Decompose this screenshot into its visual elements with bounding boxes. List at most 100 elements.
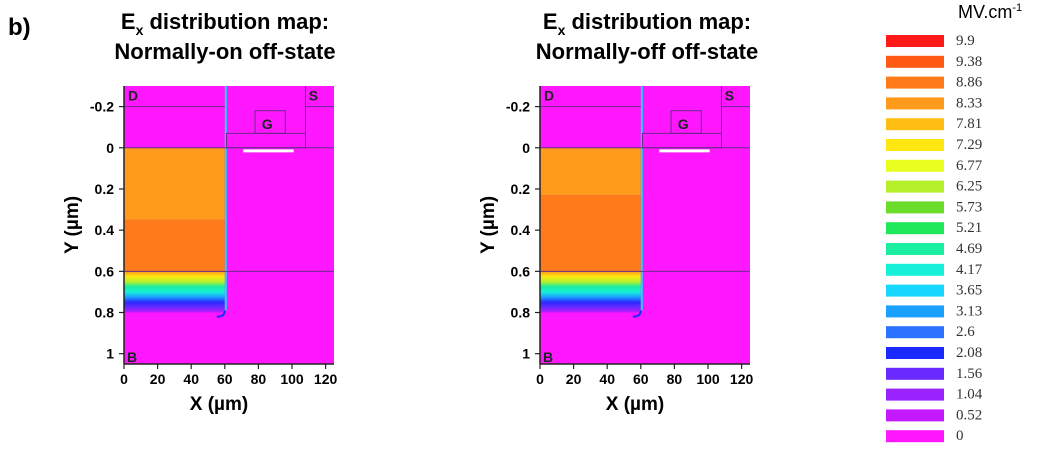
- title-left: Ex distribution map: Normally-on off-sta…: [60, 8, 390, 66]
- title-left-rest: distribution map:: [143, 9, 330, 34]
- x-tick-label: 0: [536, 371, 544, 387]
- colorbar-tick-label: 9.9: [956, 33, 975, 49]
- field-edge-curve: [632, 310, 642, 318]
- gate-box: [254, 110, 286, 134]
- y-axis-label: Y (µm): [478, 196, 499, 254]
- x-tick-label: 20: [566, 371, 582, 387]
- gate-box: [670, 110, 702, 134]
- x-tick-label: 80: [667, 371, 683, 387]
- colorbar-tick-label: 1.56: [956, 366, 983, 382]
- colorbar-unit-exp: -1: [1012, 2, 1023, 14]
- colorbar-tick-label: 3.65: [956, 283, 982, 299]
- colorbar-swatch: [886, 159, 944, 172]
- colorbar-tick-label: 5.73: [956, 199, 982, 215]
- colorbar-swatch: [886, 180, 944, 193]
- colorbar-tick-label: 1.04: [956, 387, 983, 403]
- x-tick-label: 40: [599, 371, 615, 387]
- field-band: [540, 147, 641, 196]
- x-tick-label: 20: [150, 371, 166, 387]
- colorbar-swatch: [886, 201, 944, 214]
- colorbar-swatch: [886, 284, 944, 297]
- colorbar-tick-label: 8.86: [956, 75, 983, 91]
- field-edge-line: [640, 86, 643, 311]
- colorbar-tick-label: 5.21: [956, 220, 982, 236]
- gate-label: G: [262, 116, 273, 132]
- title-right-line2: Normally-off off-state: [535, 39, 759, 64]
- y-tick-label: 0.2: [511, 181, 531, 197]
- field-map-right: D S G B -0.2 0 0.2 0.4 0.6 0.8 1 0 20 40 60 80 100 120 X (…: [476, 80, 766, 430]
- x-tick-label: 100: [280, 371, 304, 387]
- colorbar-swatch: [886, 76, 944, 89]
- y-axis-label: Y (µm): [62, 196, 83, 254]
- x-tick-label: 60: [217, 371, 233, 387]
- field-gradient: [540, 271, 641, 313]
- title-right-rest: distribution map:: [565, 9, 752, 34]
- title-left-line2: Normally-on off-state: [114, 39, 336, 64]
- colorbar-tick-label: 4.17: [956, 262, 983, 278]
- colorbar-swatch: [886, 222, 944, 235]
- colorbar-svg: 9.9 9.38 8.86 8.33 7.81 7.29 6.77 6.25 5.73 5.21 4…: [886, 33, 983, 444]
- field-band: [540, 195, 641, 272]
- field-edge-curve: [216, 310, 226, 318]
- title-left-line1: Ex distribution map:: [60, 8, 390, 38]
- colorbar-swatch: [886, 409, 944, 422]
- y-tick-label: -0.2: [90, 99, 114, 115]
- title-right-prefix: E: [542, 9, 558, 34]
- colorbar-tick-label: 3.13: [956, 303, 982, 319]
- x-tick-label: 80: [251, 371, 267, 387]
- colorbar-tick-label: 7.81: [956, 116, 982, 132]
- y-tick-label: 0.6: [95, 263, 115, 279]
- colorbar-swatch: [886, 388, 944, 401]
- colorbar-tick-label: 9.38: [956, 54, 982, 70]
- colorbar-tick-label: 2.08: [956, 345, 982, 361]
- colorbar-swatch: [886, 118, 944, 131]
- x-axis-label: X (µm): [606, 394, 664, 415]
- y-tick-label: 0.4: [511, 222, 531, 238]
- colorbar-unit: MV.cm-1: [958, 2, 1022, 23]
- colorbar-swatch: [886, 430, 944, 443]
- colorbar-tick-label: 7.29: [956, 137, 982, 153]
- y-tick-label: -0.2: [506, 99, 530, 115]
- field-edge-line: [224, 86, 227, 311]
- colorbar-swatch: [886, 305, 944, 318]
- colorbar-tick-label: 4.69: [956, 241, 982, 257]
- colorbar-tick-label: 6.77: [956, 158, 983, 174]
- y-tick-label: 0.2: [95, 181, 115, 197]
- bulk-label: B: [543, 349, 553, 365]
- colorbar-unit-main: MV.cm: [958, 2, 1013, 22]
- x-tick-label: 0: [120, 371, 128, 387]
- colorbar-swatch: [886, 139, 944, 151]
- drain-label: D: [128, 87, 138, 103]
- y-tick-label: 0: [106, 140, 114, 156]
- y-tick-label: 0.6: [511, 263, 531, 279]
- bulk-label: B: [127, 349, 137, 365]
- field-band: [124, 147, 225, 220]
- y-tick-label: 0: [522, 140, 530, 156]
- y-tick-label: 0.8: [511, 305, 531, 321]
- source-label: S: [725, 87, 734, 103]
- drain-label: D: [544, 87, 554, 103]
- field-gradient: [124, 271, 225, 313]
- source-label: S: [309, 87, 318, 103]
- colorbar-swatch: [886, 263, 944, 276]
- colorbar-tick-label: 8.33: [956, 95, 982, 111]
- y-tick-label: 0.4: [95, 222, 115, 238]
- colorbar-swatch: [886, 97, 944, 110]
- colorbar: 9.9 9.38 8.86 8.33 7.81 7.29 6.77 6.25 5.73 5.21 4…: [886, 33, 1026, 453]
- colorbar-swatch: [886, 55, 944, 68]
- colorbar-tick-label: 0: [956, 428, 964, 444]
- title-right: Ex distribution map: Normally-off off-st…: [482, 8, 812, 66]
- panel-label: b): [8, 14, 31, 41]
- colorbar-tick-label: 2.6: [956, 324, 975, 340]
- y-tick-label: 1: [106, 346, 114, 362]
- x-tick-label: 100: [696, 371, 720, 387]
- title-left-sub: x: [135, 22, 144, 38]
- field-map-left: D S G B -0.2 0 0.2 0.4 0.6 0.8 1 0 20 40 60 80 100 120 X (…: [60, 80, 350, 430]
- x-tick-label: 60: [633, 371, 649, 387]
- colorbar-swatch: [886, 347, 944, 359]
- title-left-prefix: E: [120, 9, 136, 34]
- x-tick-label: 120: [314, 371, 338, 387]
- field-band: [124, 219, 225, 272]
